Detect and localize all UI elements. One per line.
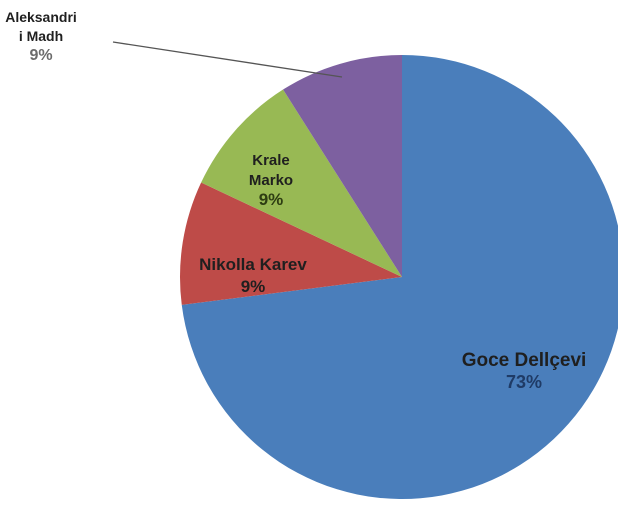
pie-slice-nikolla-karev <box>179 182 402 305</box>
pie-slices <box>179 55 618 499</box>
slice-label-line: Krale <box>252 152 290 169</box>
slice-percent-label: 9% <box>241 277 266 296</box>
slice-label-line: Goce Dellçevi <box>462 350 587 371</box>
slice-label-line: Aleksandri <box>5 9 77 25</box>
slice-label-line: Nikolla Karev <box>199 255 307 274</box>
slice-percent-label: 73% <box>506 372 542 392</box>
pie-slice-goce-dell-evi <box>181 55 618 499</box>
pie-slice-aleksandri-i-madh <box>283 55 402 277</box>
slice-percent-label: 9% <box>259 190 284 209</box>
pie-slice-krale-marko <box>201 89 402 277</box>
slice-percent-label: 9% <box>29 47 52 64</box>
leader-lines <box>112 41 343 78</box>
slice-label-line: i Madh <box>19 28 63 44</box>
slice-label-line: Marko <box>249 172 293 189</box>
leader-line <box>112 41 343 78</box>
